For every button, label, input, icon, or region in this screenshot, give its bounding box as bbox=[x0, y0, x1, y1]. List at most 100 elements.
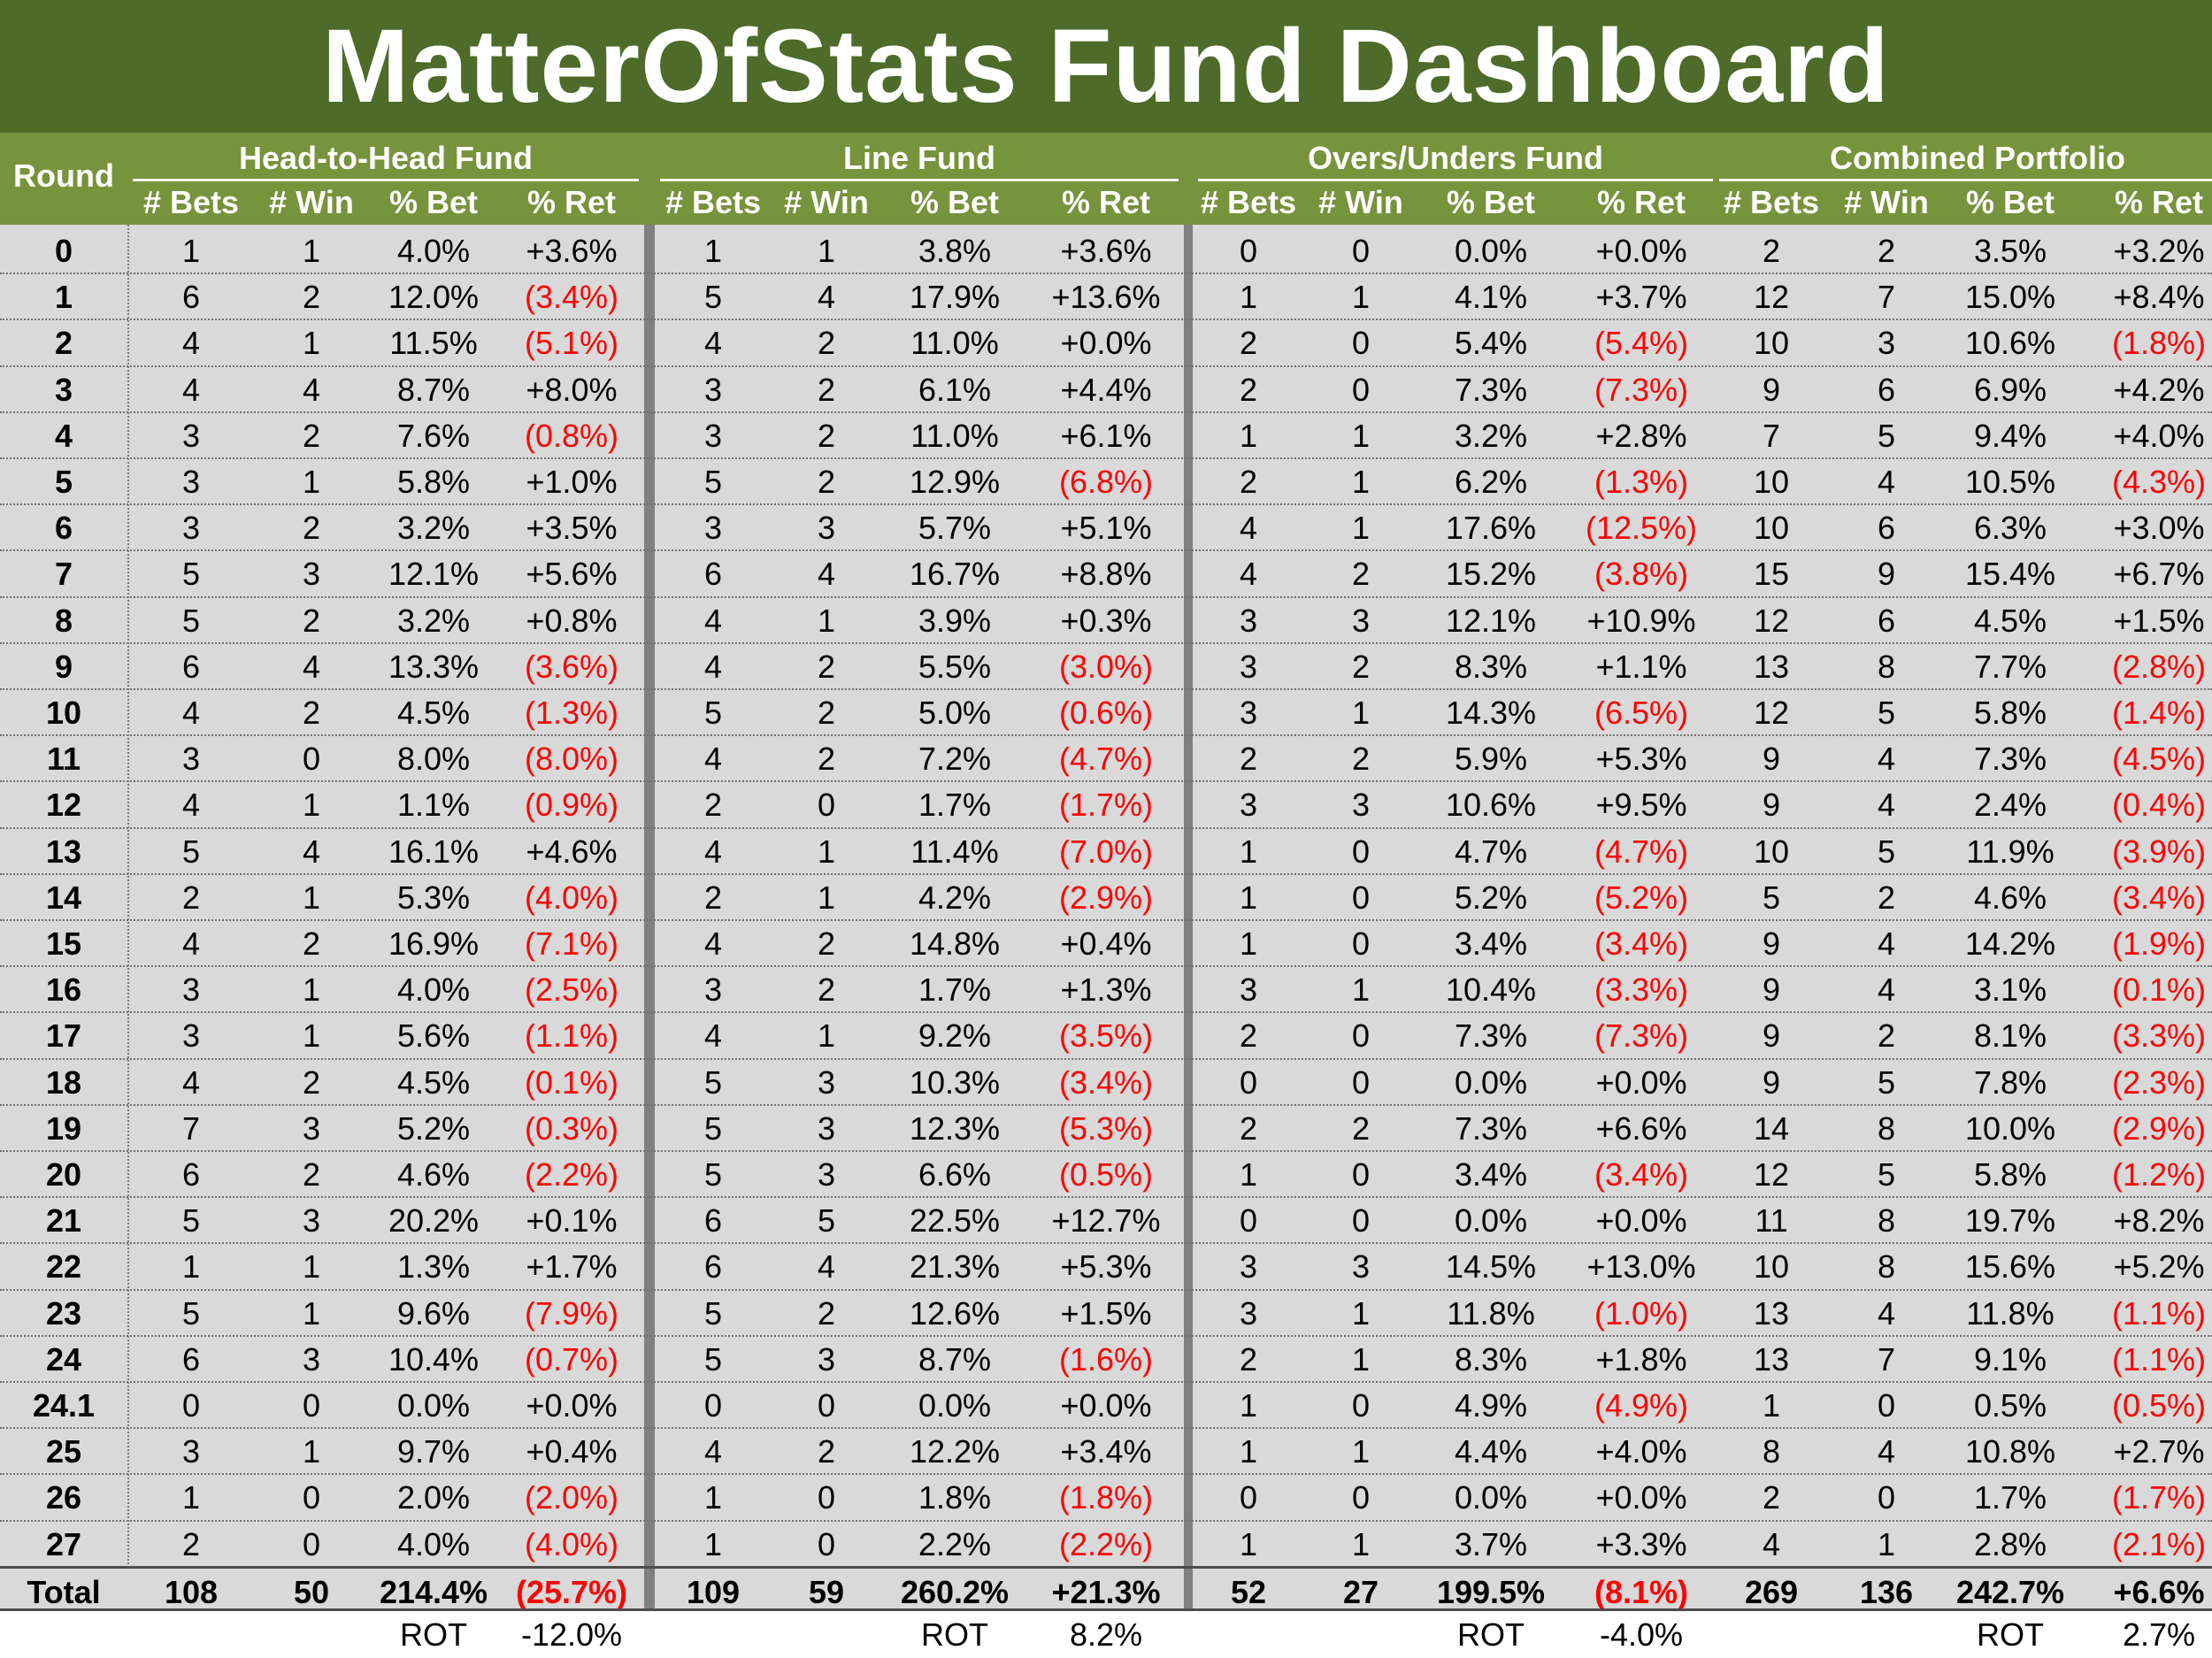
wins-count: 0 bbox=[1351, 833, 1371, 870]
return-percent: +3.5% bbox=[526, 510, 618, 547]
return-percent: (3.4%) bbox=[524, 279, 619, 316]
bet-percent: 12.6% bbox=[909, 1294, 1001, 1332]
bets-count: 2 bbox=[1239, 325, 1258, 362]
bet-percent: 22.5% bbox=[909, 1202, 1001, 1240]
return-percent: +0.0% bbox=[1060, 325, 1152, 362]
wins-count: 9 bbox=[1877, 556, 1896, 593]
return-percent: (1.9%) bbox=[2111, 925, 2207, 962]
wins-count: 2 bbox=[817, 695, 836, 731]
wins-count: 0 bbox=[1351, 879, 1371, 916]
row-divider bbox=[0, 734, 2212, 737]
round-number: 13 bbox=[45, 833, 82, 870]
bet-percent: 2.4% bbox=[1973, 787, 2047, 824]
bet-percent: 16.7% bbox=[909, 556, 1001, 593]
wins-count: 0 bbox=[817, 1387, 836, 1424]
bets-count: 9 bbox=[1762, 371, 1781, 408]
column-header-bets: # Bets bbox=[142, 184, 240, 220]
round-number: 24 bbox=[45, 1340, 82, 1378]
row-divider bbox=[0, 1334, 2212, 1337]
row-divider bbox=[0, 1196, 2212, 1199]
wins-count: 0 bbox=[817, 1525, 836, 1562]
return-percent: +1.7% bbox=[526, 1248, 618, 1286]
round-number: 15 bbox=[45, 925, 82, 962]
return-percent: +8.4% bbox=[2113, 279, 2205, 316]
return-percent: (3.4%) bbox=[2111, 879, 2207, 916]
bets-count: 108 bbox=[164, 1573, 219, 1610]
row-divider bbox=[0, 641, 2212, 644]
bet-percent: 10.4% bbox=[388, 1340, 480, 1378]
bet-percent: 5.8% bbox=[1973, 1156, 2047, 1193]
bets-count: 109 bbox=[686, 1573, 741, 1610]
wins-count: 7 bbox=[1877, 279, 1896, 316]
round-number: 4 bbox=[54, 417, 73, 454]
bets-count: 6 bbox=[703, 556, 723, 593]
round-header: Round bbox=[13, 157, 114, 194]
bet-percent: 16.9% bbox=[388, 925, 480, 962]
column-header-bets: # Bets bbox=[1723, 184, 1820, 220]
bets-count: 1 bbox=[703, 233, 723, 269]
bet-percent: 214.4% bbox=[379, 1573, 488, 1610]
return-percent: (2.9%) bbox=[2111, 1109, 2207, 1147]
row-divider bbox=[0, 549, 2212, 552]
round-number: 20 bbox=[45, 1156, 82, 1193]
bet-percent: 0.0% bbox=[1454, 1479, 1528, 1516]
wins-count: 1 bbox=[1351, 1433, 1371, 1470]
rot-label: ROT bbox=[921, 1616, 988, 1653]
wins-count: 5 bbox=[1877, 1156, 1896, 1193]
bets-count: 6 bbox=[181, 1340, 201, 1378]
row-divider bbox=[0, 595, 2212, 598]
bet-percent: 2.8% bbox=[1973, 1525, 2047, 1562]
return-percent: (7.9%) bbox=[524, 1294, 619, 1332]
wins-count: 4 bbox=[817, 279, 836, 316]
bet-percent: 1.7% bbox=[918, 971, 992, 1009]
wins-count: 1 bbox=[1351, 1294, 1371, 1332]
return-percent: (2.1%) bbox=[2111, 1525, 2207, 1562]
return-percent: (3.5%) bbox=[1058, 1017, 1154, 1055]
bets-count: 4 bbox=[703, 648, 723, 685]
row-divider bbox=[0, 365, 2212, 367]
bets-count: 6 bbox=[703, 1202, 723, 1240]
bet-percent: 2.0% bbox=[396, 1479, 471, 1516]
bet-percent: 5.4% bbox=[1454, 325, 1528, 362]
return-percent: +3.0% bbox=[2113, 510, 2205, 547]
bet-percent: 12.3% bbox=[909, 1109, 1001, 1147]
bets-count: 2 bbox=[1762, 1479, 1781, 1516]
bets-count: 0 bbox=[1239, 1479, 1258, 1516]
bets-count: 9 bbox=[1762, 1063, 1781, 1101]
wins-count: 1 bbox=[302, 464, 321, 500]
total-divider bbox=[0, 1565, 2212, 1569]
return-percent: (4.5%) bbox=[2111, 741, 2207, 778]
return-percent: +8.2% bbox=[2113, 1202, 2205, 1240]
return-percent: +0.0% bbox=[526, 1387, 618, 1424]
return-percent: +4.0% bbox=[2113, 417, 2205, 454]
bets-count: 1 bbox=[181, 233, 201, 269]
return-percent: (4.9%) bbox=[1594, 1387, 1689, 1424]
bets-count: 1 bbox=[1239, 1387, 1258, 1424]
return-percent: +1.0% bbox=[526, 464, 618, 500]
bets-count: 4 bbox=[703, 833, 723, 870]
bets-count: 1 bbox=[181, 1479, 201, 1516]
return-percent: (0.5%) bbox=[2111, 1387, 2207, 1424]
wins-count: 1 bbox=[817, 602, 836, 639]
bets-count: 10 bbox=[1753, 510, 1790, 547]
bets-count: 3 bbox=[181, 741, 201, 778]
bet-percent: 7.6% bbox=[396, 417, 471, 454]
bet-percent: 3.2% bbox=[396, 510, 471, 547]
bets-count: 9 bbox=[1762, 787, 1781, 824]
bets-count: 52 bbox=[1230, 1573, 1267, 1610]
bet-percent: 10.6% bbox=[1445, 787, 1537, 824]
bets-count: 5 bbox=[181, 556, 201, 593]
bets-count: 0 bbox=[703, 1387, 723, 1424]
return-percent: (8.1%) bbox=[1594, 1573, 1689, 1610]
wins-count: 0 bbox=[1351, 1063, 1371, 1101]
return-percent: (8.0%) bbox=[524, 741, 619, 778]
return-percent: +0.8% bbox=[526, 602, 618, 639]
bet-percent: 4.9% bbox=[1454, 1387, 1528, 1424]
bets-count: 5 bbox=[703, 1340, 723, 1378]
wins-count: 0 bbox=[1351, 233, 1371, 269]
return-percent: +6.7% bbox=[2113, 556, 2205, 593]
return-percent: (1.0%) bbox=[1594, 1294, 1689, 1332]
return-percent: (0.6%) bbox=[1058, 695, 1154, 731]
return-percent: +3.6% bbox=[1060, 233, 1152, 269]
wins-count: 0 bbox=[1351, 1017, 1371, 1055]
